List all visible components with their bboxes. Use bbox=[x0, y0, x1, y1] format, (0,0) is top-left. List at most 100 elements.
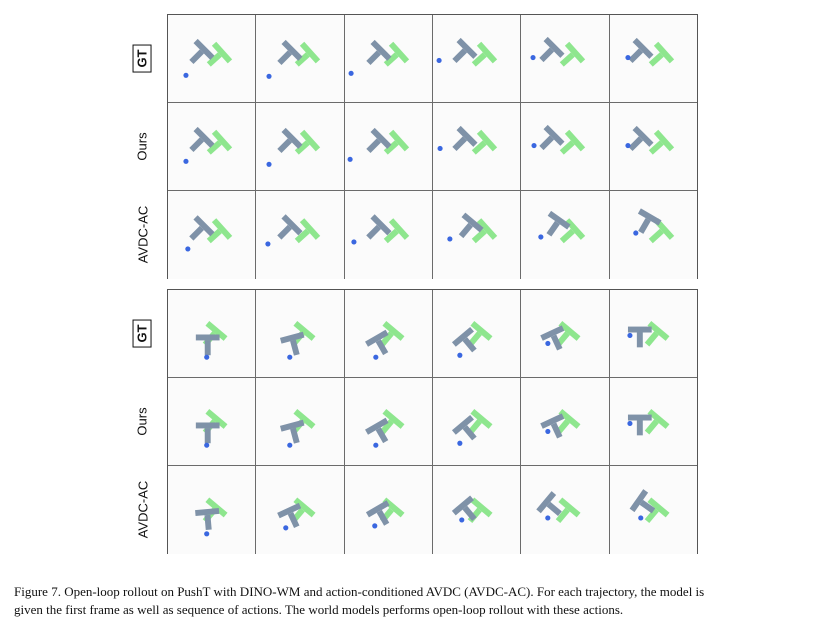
figure-caption: Figure 7. Open-loop rollout on PushT wit… bbox=[14, 583, 826, 619]
object-t-shape bbox=[627, 125, 654, 152]
object-t-shape bbox=[195, 508, 220, 531]
object-t-shape-bar bbox=[536, 491, 557, 514]
agent-dot bbox=[447, 236, 453, 242]
target-t-shape-bar bbox=[388, 129, 409, 152]
agent-dot bbox=[266, 73, 272, 79]
rollout-row-avdc-ac bbox=[168, 466, 697, 554]
object-t-shape bbox=[277, 502, 302, 529]
object-t-shape-stem bbox=[277, 224, 293, 240]
agent-dot bbox=[545, 428, 551, 434]
frame-cell bbox=[521, 378, 610, 466]
object-t-shape bbox=[627, 414, 652, 436]
target-t-shape-stem bbox=[644, 419, 659, 435]
frame-cell bbox=[432, 15, 522, 103]
trajectory-grid-2 bbox=[167, 289, 698, 554]
target-t-shape bbox=[560, 41, 586, 67]
agent-dot bbox=[436, 57, 442, 64]
target-t-shape bbox=[644, 497, 670, 524]
target-t-shape-stem bbox=[471, 228, 487, 244]
agent-dot bbox=[347, 156, 353, 162]
agent-dot bbox=[287, 442, 293, 448]
object-t-shape-stem bbox=[636, 420, 643, 436]
target-t-shape-bar bbox=[476, 129, 498, 152]
object-t-shape-bar bbox=[195, 422, 220, 429]
object-t-shape bbox=[540, 325, 565, 351]
target-t-shape bbox=[648, 129, 674, 155]
pusht-frame bbox=[627, 409, 670, 436]
frame-cell bbox=[432, 191, 522, 279]
object-t-shape-bar bbox=[193, 215, 215, 237]
object-t-shape-bar bbox=[281, 39, 303, 61]
object-t-shape-stem bbox=[189, 225, 204, 241]
rollout-row-ours bbox=[168, 378, 697, 466]
pusht-frame bbox=[625, 125, 674, 155]
agent-dot bbox=[632, 230, 639, 236]
rollout-row-gt bbox=[168, 15, 697, 103]
object-t-shape-stem bbox=[539, 135, 555, 151]
target-t-shape-stem bbox=[379, 419, 394, 435]
object-t-shape bbox=[365, 39, 392, 66]
pusht-frame bbox=[266, 39, 321, 79]
object-t-shape bbox=[536, 491, 563, 516]
object-t-shape bbox=[452, 37, 478, 64]
agent-dot bbox=[265, 241, 271, 247]
frame-cell bbox=[344, 290, 433, 378]
frame-cell bbox=[432, 378, 522, 466]
frame-cell bbox=[168, 15, 257, 103]
frame-cell bbox=[432, 103, 522, 191]
frame-cell bbox=[344, 191, 433, 279]
target-t-shape-bar bbox=[653, 41, 674, 64]
target-t-shape-bar bbox=[293, 497, 316, 518]
object-t-shape-stem bbox=[551, 422, 563, 439]
pusht-frame bbox=[436, 37, 498, 67]
object-t-shape bbox=[540, 413, 565, 439]
object-t-shape bbox=[458, 212, 484, 239]
row-label-ours-bottom: Ours bbox=[120, 377, 165, 465]
frame-cell bbox=[256, 191, 345, 279]
target-t-shape-stem bbox=[560, 228, 576, 244]
object-t-shape-stem bbox=[277, 50, 293, 66]
target-t-shape-bar bbox=[647, 321, 670, 341]
target-t-shape-bar bbox=[558, 321, 581, 341]
caption-line-2: given the first frame as well as sequenc… bbox=[14, 602, 624, 617]
target-t-shape bbox=[471, 41, 498, 67]
object-t-shape-stem bbox=[375, 427, 388, 444]
object-t-shape-stem bbox=[452, 136, 468, 152]
target-t-shape bbox=[560, 218, 586, 244]
pusht-frame bbox=[629, 489, 670, 524]
object-t-shape-bar bbox=[461, 212, 484, 233]
target-t-shape-bar bbox=[565, 218, 586, 240]
pusht-frame bbox=[540, 321, 581, 351]
object-t-shape-stem bbox=[365, 50, 381, 66]
row-label-text: AVDC-AC bbox=[135, 480, 151, 539]
target-t-shape bbox=[556, 497, 581, 524]
pusht-frame bbox=[195, 497, 228, 537]
object-t-shape-bar bbox=[370, 39, 392, 61]
object-t-shape-stem bbox=[189, 137, 204, 153]
object-t-shape-stem bbox=[189, 49, 204, 65]
object-t-shape bbox=[451, 326, 477, 353]
frame-cell bbox=[609, 15, 697, 103]
pusht-frame bbox=[364, 409, 405, 448]
target-t-shape-bar bbox=[565, 129, 586, 152]
object-t-shape-bar bbox=[627, 414, 652, 421]
object-t-shape-bar bbox=[637, 208, 662, 226]
frame-cell bbox=[609, 378, 697, 466]
target-t-shape bbox=[379, 321, 405, 347]
object-t-shape bbox=[365, 214, 392, 240]
object-t-shape bbox=[277, 214, 303, 240]
agent-dot bbox=[183, 158, 189, 164]
object-t-shape bbox=[364, 329, 389, 356]
object-t-shape bbox=[280, 419, 305, 444]
object-t-shape-bar bbox=[629, 489, 648, 513]
pusht-frame bbox=[183, 126, 233, 164]
target-t-shape bbox=[206, 129, 233, 155]
object-t-shape bbox=[451, 495, 477, 522]
object-t-shape bbox=[189, 38, 215, 65]
frame-cell bbox=[256, 466, 345, 554]
pusht-frame bbox=[437, 125, 498, 155]
frame-cell bbox=[168, 191, 257, 279]
frame-cell bbox=[521, 15, 610, 103]
target-t-shape-bar bbox=[382, 409, 405, 429]
agent-dot bbox=[545, 340, 551, 346]
